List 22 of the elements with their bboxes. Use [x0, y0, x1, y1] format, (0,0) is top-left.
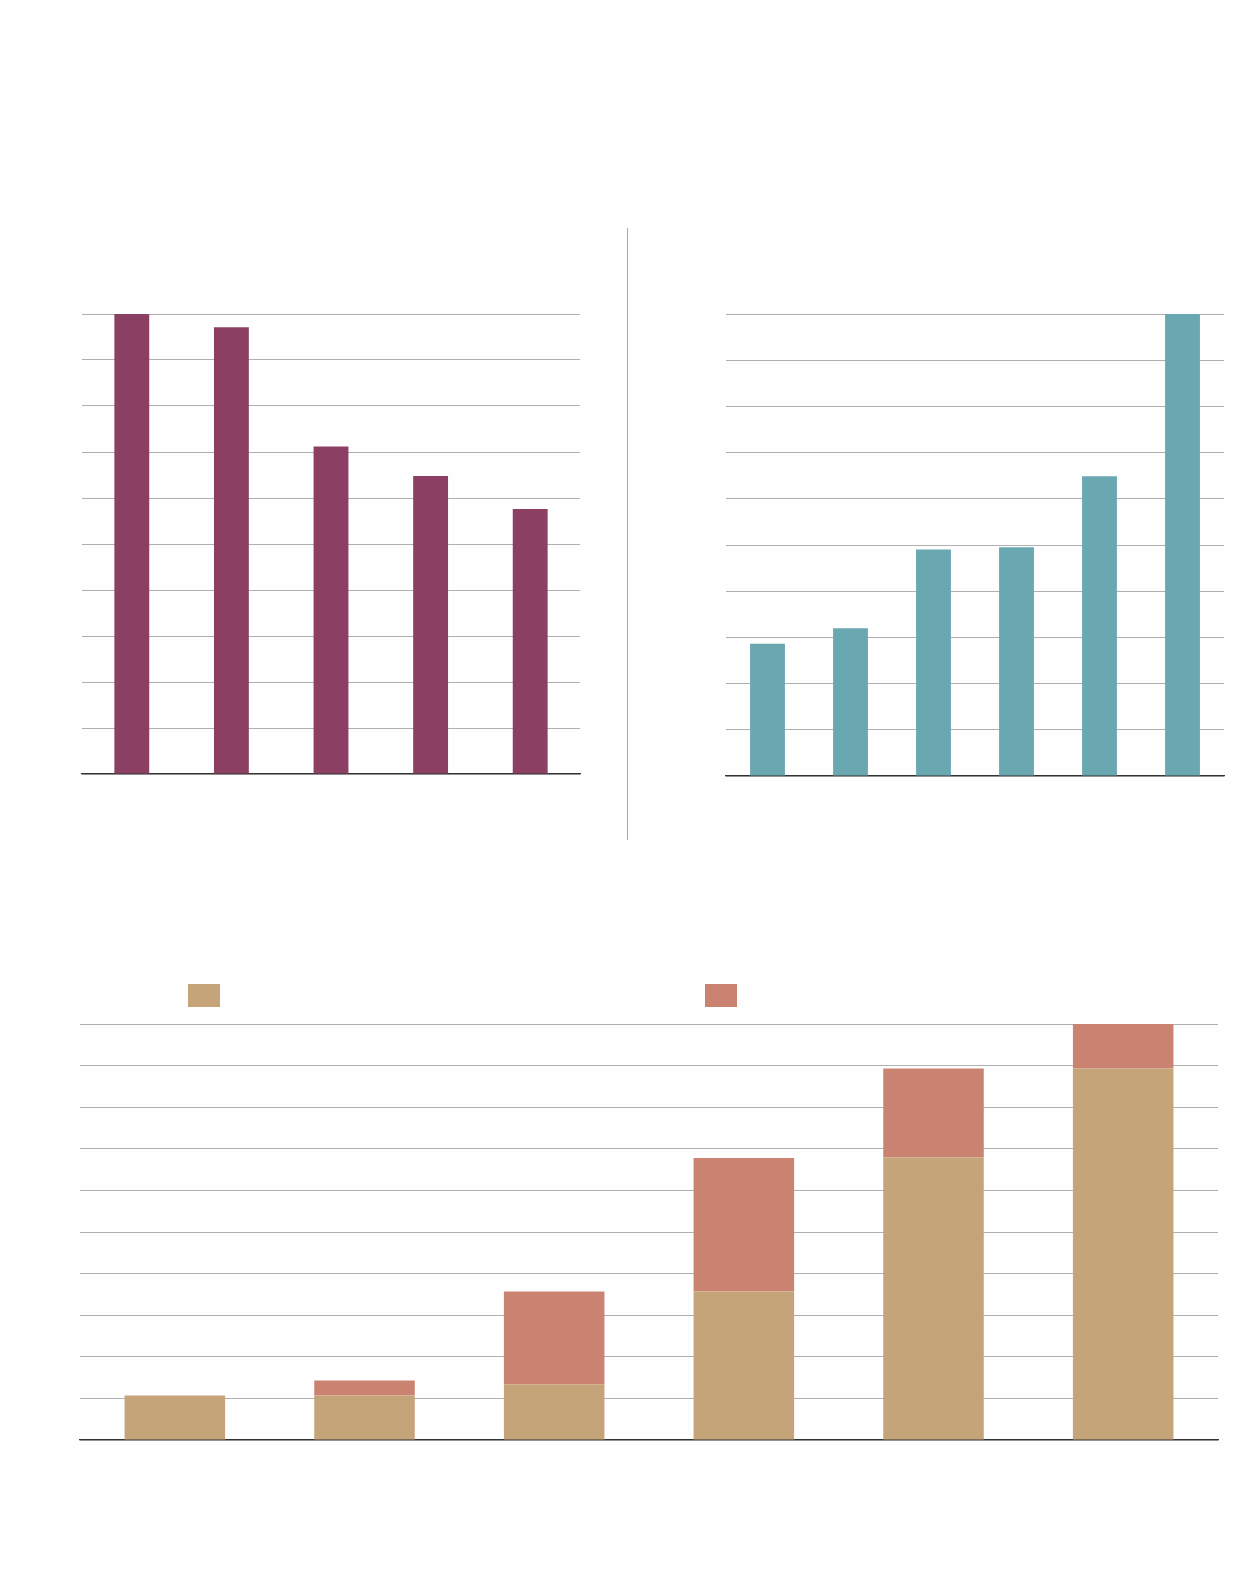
bar — [503, 1291, 605, 1385]
bar — [213, 327, 249, 774]
bar — [750, 643, 785, 776]
bar — [503, 1384, 605, 1440]
bar — [1072, 1024, 1174, 1069]
bar — [114, 314, 150, 774]
bar — [833, 628, 868, 776]
bar — [512, 509, 548, 774]
bar — [999, 547, 1034, 776]
bar — [314, 1395, 415, 1440]
bar — [314, 1380, 415, 1396]
bar — [1082, 476, 1117, 776]
bar — [883, 1157, 984, 1440]
bar — [883, 1068, 984, 1158]
bar — [1165, 314, 1200, 776]
bar — [124, 1395, 226, 1440]
bar — [693, 1157, 795, 1292]
bar — [693, 1291, 795, 1440]
bar — [916, 549, 951, 776]
bar — [313, 446, 349, 774]
bar — [1072, 1068, 1174, 1440]
bar — [413, 475, 449, 774]
